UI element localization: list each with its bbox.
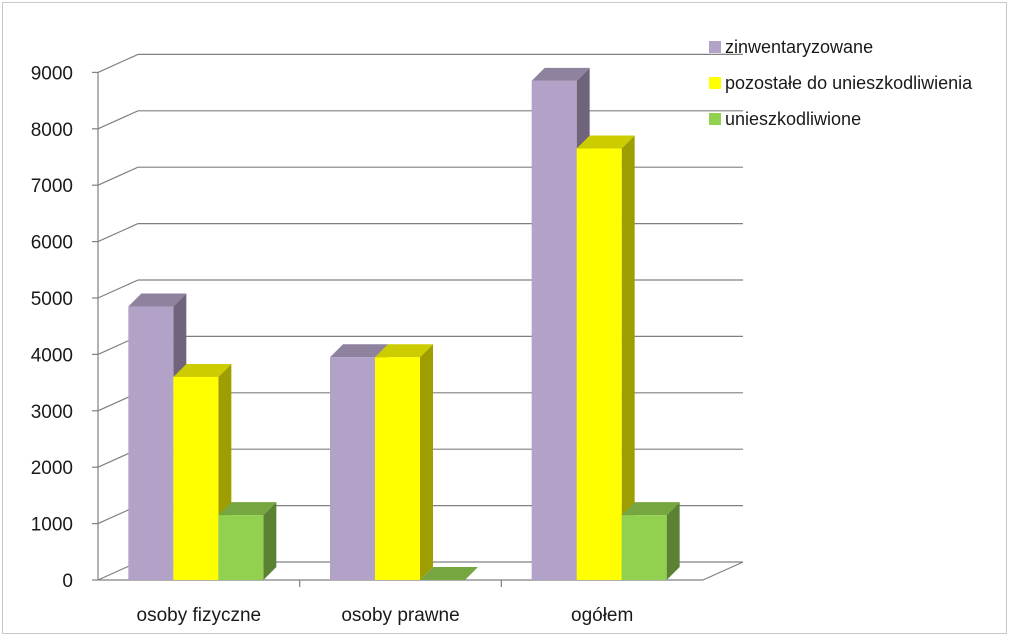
gridline-side (97, 53, 139, 73)
y-tick-label: 8000 (31, 120, 73, 141)
y-tick-label: 2000 (31, 458, 73, 479)
gridline-side (97, 110, 139, 130)
bar-chart: 0 1000 2000 3000 4000 5000 6000 7000 8000 9000 oso… (31, 53, 744, 626)
bars (128, 67, 680, 581)
gridline-side (97, 279, 139, 299)
bar (621, 502, 680, 580)
gridline-side (97, 166, 139, 186)
x-category-label: ogółem (571, 605, 633, 626)
bar (576, 135, 635, 581)
floor-edge (702, 561, 744, 581)
y-tick-label: 5000 (31, 289, 73, 310)
y-tick-label: 6000 (31, 233, 73, 254)
x-category-label: osoby prawne (341, 605, 459, 626)
legend: zinwentaryzowane pozostałe do unieszkodli… (709, 29, 972, 137)
y-tick-label: 0 (62, 571, 73, 592)
y-tick-label: 4000 (31, 345, 73, 366)
y-tick-label: 9000 (31, 63, 73, 84)
legend-label: pozostałe do unieszkodliwienia (725, 72, 973, 93)
legend-swatch (709, 41, 721, 53)
legend-label: unieszkodliwione (725, 108, 862, 129)
legend-item: pozostałe do unieszkodliwienia (709, 65, 972, 101)
y-tick-label: 1000 (31, 515, 73, 536)
legend-item: zinwentaryzowane (709, 29, 972, 65)
axis-labels: 0 1000 2000 3000 4000 5000 6000 7000 8000 9000 oso… (31, 63, 634, 626)
legend-swatch (709, 77, 721, 89)
y-tick-label: 3000 (31, 402, 73, 423)
bar (218, 502, 277, 580)
legend-label: zinwentaryzowane (725, 36, 874, 57)
legend-swatch (709, 113, 721, 125)
legend-item: unieszkodliwione (709, 101, 972, 137)
bar (375, 344, 433, 580)
bar (420, 567, 478, 580)
y-tick-label: 7000 (31, 176, 73, 197)
gridline-side (97, 223, 139, 243)
x-category-label: osoby fizyczne (137, 605, 262, 626)
